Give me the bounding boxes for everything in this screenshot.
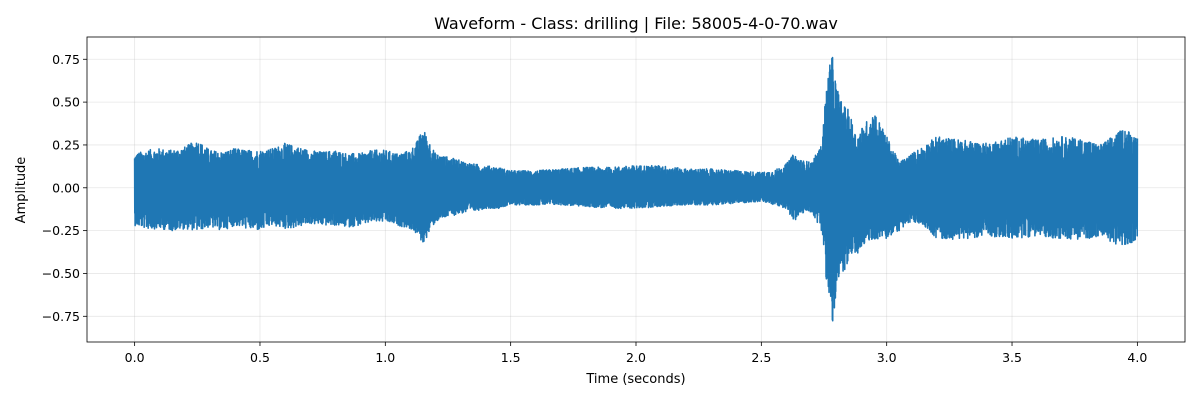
x-axis-ticks: 0.0 0.5 1.0 1.5 2.0 2.5 3.0 3.5 4.0 [125, 342, 1147, 365]
x-tick-label: 3.5 [1002, 350, 1022, 365]
waveform-line [133, 56, 1139, 322]
x-tick-label: 0.5 [250, 350, 270, 365]
y-tick-label: −0.50 [42, 266, 80, 281]
x-tick-label: 0.0 [125, 350, 145, 365]
y-tick-label: 0.00 [52, 180, 80, 195]
y-axis-label: Amplitude [14, 157, 29, 224]
x-axis-label: Time (seconds) [585, 372, 685, 387]
y-tick-label: 0.75 [52, 52, 80, 67]
waveform-series [133, 56, 1139, 322]
y-tick-label: 0.50 [52, 95, 80, 110]
x-tick-label: 2.5 [751, 350, 771, 365]
chart-title: Waveform - Class: drilling | File: 58005… [434, 14, 838, 33]
x-tick-label: 3.0 [877, 350, 897, 365]
y-tick-label: −0.75 [42, 309, 80, 324]
x-tick-label: 1.0 [375, 350, 395, 365]
x-tick-label: 1.5 [501, 350, 521, 365]
y-tick-label: 0.25 [52, 137, 80, 152]
x-tick-label: 4.0 [1127, 350, 1147, 365]
x-tick-label: 2.0 [626, 350, 646, 365]
grid [87, 37, 1185, 342]
y-tick-label: −0.25 [42, 223, 80, 238]
y-axis-ticks: −0.75 −0.50 −0.25 0.00 0.25 0.50 0.75 [42, 52, 87, 324]
